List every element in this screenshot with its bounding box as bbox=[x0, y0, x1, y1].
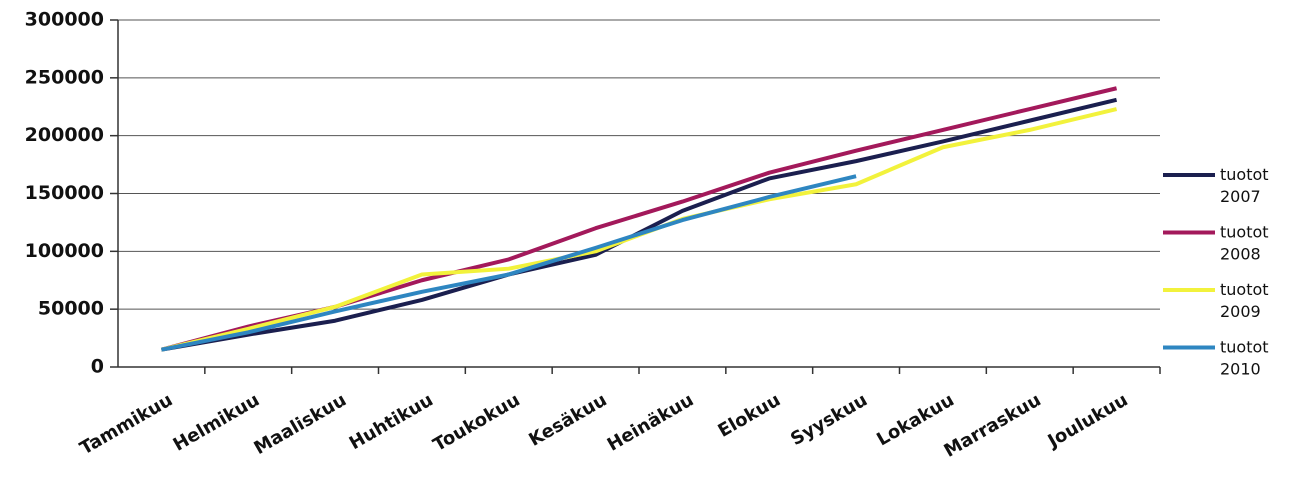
legend-label-line: tuotot bbox=[1220, 222, 1274, 241]
y-tick-label: 300000 bbox=[25, 9, 104, 31]
y-tick-label: 250000 bbox=[25, 66, 104, 88]
legend-label-line: 2007 bbox=[1220, 187, 1261, 206]
y-tick-label: 50000 bbox=[38, 298, 104, 320]
legend-label-line: tuotot bbox=[1220, 280, 1274, 299]
y-tick-label: 100000 bbox=[25, 240, 104, 262]
legend-label: tuotot 2007 bbox=[1220, 165, 1274, 206]
legend-label: tuotot 2009 bbox=[1220, 280, 1274, 321]
x-tick-label: Maaliskuu bbox=[251, 389, 351, 459]
x-tick-label: Kesäkuu bbox=[525, 389, 610, 450]
x-tick-label: Tammikuu bbox=[76, 389, 176, 459]
series-line bbox=[160, 107, 1118, 352]
y-tick-label: 200000 bbox=[25, 124, 104, 146]
legend-label-line: 2009 bbox=[1220, 302, 1261, 321]
x-tick-label: Syyskuu bbox=[787, 389, 871, 450]
legend-label-line: tuotot bbox=[1220, 165, 1274, 184]
x-tick-label: Helmikuu bbox=[170, 389, 264, 455]
legend-label-line: 2010 bbox=[1220, 359, 1261, 378]
x-tick-label: Marraskuu bbox=[940, 389, 1044, 461]
legend-label-line: tuotot bbox=[1220, 337, 1274, 356]
series-line bbox=[160, 86, 1118, 352]
x-tick-label: Elokuu bbox=[714, 389, 784, 441]
x-tick-label: Huhtikuu bbox=[346, 389, 437, 454]
legend-label: tuotot 2010 bbox=[1220, 337, 1274, 378]
legend-label: tuotot 2008 bbox=[1220, 222, 1274, 263]
series-line bbox=[161, 174, 857, 352]
x-tick-label: Heinäkuu bbox=[604, 389, 698, 455]
y-tick-label: 150000 bbox=[25, 182, 104, 204]
x-tick-label: Toukokuu bbox=[430, 389, 524, 455]
legend-label-line: 2008 bbox=[1220, 244, 1261, 263]
x-tick-label: Joulukuu bbox=[1043, 389, 1132, 452]
y-tick-label: 0 bbox=[91, 356, 104, 378]
